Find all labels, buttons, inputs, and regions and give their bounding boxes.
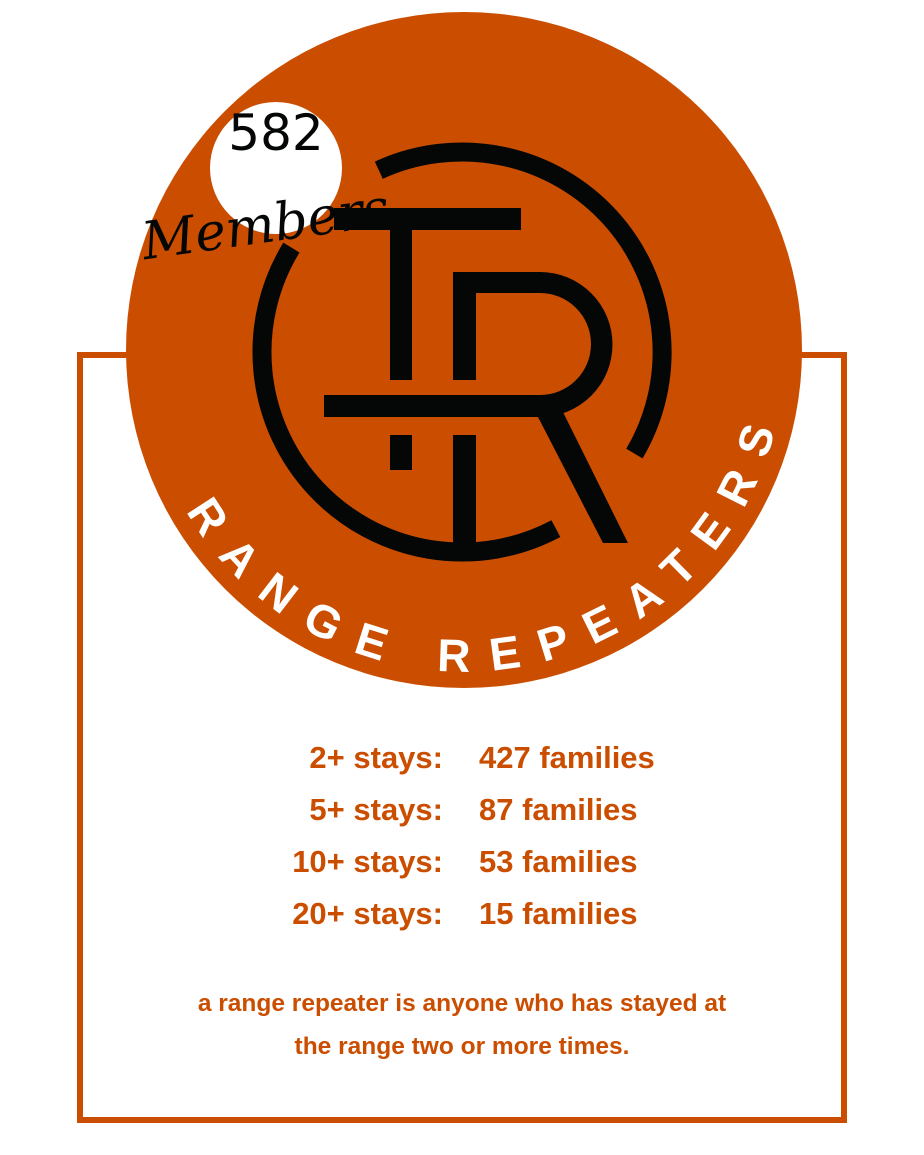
stat-row: 10+ stays: 53 families: [0, 844, 924, 896]
r-stem-upper: [453, 272, 476, 380]
stat-label: 20+ stays:: [292, 896, 443, 931]
stat-value: 53 families: [479, 844, 638, 879]
badge-circle: [210, 102, 342, 234]
stat-label: 5+ stays:: [309, 792, 443, 827]
t-stem-lower: [390, 435, 412, 470]
r-leg: [538, 410, 628, 543]
r-bowl: [453, 272, 613, 417]
t-stem: [390, 230, 412, 380]
tr-monogram: [252, 142, 672, 562]
stat-label: 10+ stays:: [292, 844, 443, 879]
stat-label: 2+ stays:: [309, 740, 443, 775]
note-line-2: the range two or more times.: [294, 1033, 630, 1060]
stat-row: 5+ stays: 87 families: [0, 792, 924, 844]
stat-row: 2+ stays: 427 families: [0, 740, 924, 792]
logo-ring-arc-right: [374, 142, 672, 459]
stat-value: 87 families: [479, 792, 638, 827]
member-count: 582: [228, 104, 323, 162]
horizontal-bar: [324, 395, 544, 417]
logo-ring-arc-left: [252, 242, 561, 562]
definition-note: a range repeater is anyone who has staye…: [100, 982, 824, 1068]
stat-row: 20+ stays: 15 families: [0, 896, 924, 948]
note-line-1: a range repeater is anyone who has staye…: [197, 990, 727, 1017]
t-crossbar: [334, 208, 521, 230]
stat-value: 15 families: [479, 896, 638, 931]
stats-list: 2+ stays: 427 families 5+ stays: 87 fami…: [0, 740, 924, 948]
stat-value: 427 families: [479, 740, 655, 775]
r-stem-lower: [453, 435, 476, 545]
